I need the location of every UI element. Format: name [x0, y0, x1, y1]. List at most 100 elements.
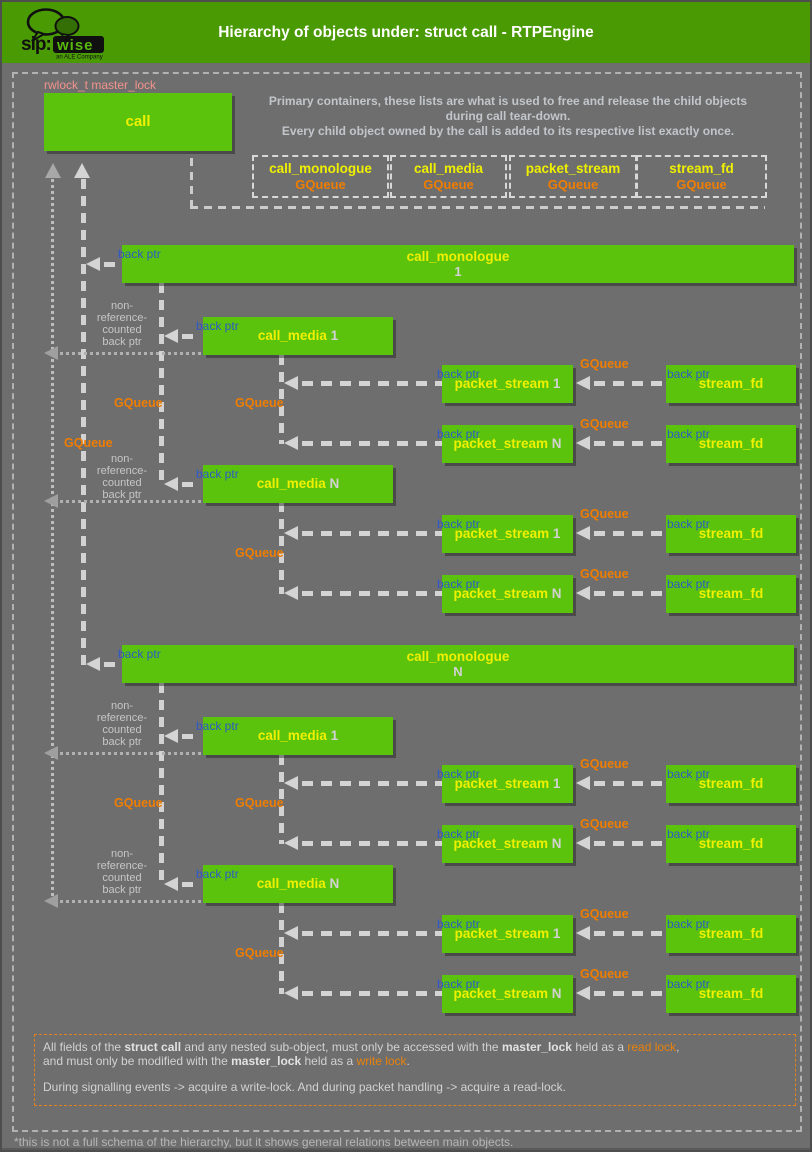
gqueue-dash — [594, 531, 666, 536]
footnote: *this is not a full schema of the hierar… — [14, 1135, 514, 1149]
container-type: GQueue — [423, 177, 474, 192]
node-packet-stream-1: packet_stream 1 — [442, 765, 573, 803]
gqueue-label: GQueue — [580, 417, 629, 431]
backptr-dash — [302, 991, 442, 996]
backptr-dash — [302, 781, 442, 786]
gqueue-dash — [594, 781, 666, 786]
backptr-dash — [104, 262, 120, 267]
gqueue-label: GQueue — [235, 946, 284, 960]
node-call-media-1: call_media 1 — [203, 717, 393, 755]
container-call-media: call_media GQueue — [390, 155, 507, 198]
arrow-left-icon — [164, 729, 178, 743]
arrow-left-icon — [576, 586, 590, 600]
call-to-containers-line — [190, 158, 193, 208]
back-ptr-label: back ptr — [667, 427, 710, 441]
back-ptr-label: back ptr — [667, 577, 710, 591]
page-title: Hierarchy of objects under: struct call … — [218, 24, 594, 41]
node-index: 1 — [330, 328, 339, 343]
gqueue-label: GQueue — [235, 796, 284, 810]
node-call-media-N: call_media N — [203, 865, 393, 903]
arrow-left-icon — [44, 746, 58, 760]
arrow-left-icon — [576, 776, 590, 790]
gqueue-label: GQueue — [580, 507, 629, 521]
locking-note: All fields of the struct call and any ne… — [34, 1034, 796, 1106]
nonref-dotted-line — [60, 500, 203, 503]
gqueue-label: GQueue — [580, 817, 629, 831]
backptr-line-left — [81, 179, 86, 670]
header-bar: sip: wise an ALE Company Hierarchy of ob… — [2, 2, 810, 63]
node-stream-fd: stream_fd — [666, 765, 796, 803]
container-name: call_monologue — [269, 161, 372, 176]
arrow-up-icon — [45, 163, 61, 178]
arrow-left-icon — [164, 477, 178, 491]
back-ptr-label: back ptr — [667, 827, 710, 841]
back-ptr-label: back ptr — [667, 367, 710, 381]
arrow-left-icon — [284, 376, 298, 390]
back-ptr-label: back ptr — [667, 517, 710, 531]
container-call-monologue: call_monologue GQueue — [252, 155, 389, 198]
backptr-dash — [182, 734, 200, 739]
container-name: packet_stream — [525, 161, 621, 176]
arrow-left-icon — [44, 346, 58, 360]
back-ptr-label: back ptr — [437, 517, 480, 531]
intro-line3: Every child object owned by the call is … — [281, 124, 735, 138]
arrow-left-icon — [44, 894, 58, 908]
arrow-left-icon — [164, 877, 178, 891]
backptr-dash — [302, 841, 442, 846]
arrow-left-icon — [576, 926, 590, 940]
back-ptr-label: back ptr — [196, 867, 239, 881]
container-packet-stream: packet_stream GQueue — [509, 155, 637, 198]
arrow-left-icon — [576, 376, 590, 390]
node-call-monologue-1: call_monologue 1 — [122, 245, 794, 283]
node-call-label: call — [125, 113, 151, 130]
arrow-left-icon — [576, 986, 590, 1000]
container-type: GQueue — [547, 177, 599, 192]
gqueue-label: GQueue — [580, 907, 629, 921]
gqueue-label: GQueue — [114, 396, 163, 410]
gqueue-dash — [594, 591, 666, 596]
back-ptr-label: back ptr — [437, 827, 480, 841]
nonref-dotted-line — [60, 900, 203, 903]
node-title: call_monologue — [406, 249, 510, 264]
arrow-left-icon — [86, 657, 100, 671]
backptr-dash — [302, 441, 442, 446]
bottom-edge — [2, 1148, 810, 1150]
arrow-left-icon — [284, 836, 298, 850]
media1-gqueue-line — [279, 355, 284, 444]
back-ptr-label: back ptr — [437, 767, 480, 781]
gqueue-label: GQueue — [580, 357, 629, 371]
gqueue-label: GQueue — [235, 396, 284, 410]
locking-note-line3: During signalling events -> acquire a wr… — [43, 1080, 566, 1094]
nonref-backptr-label: non-reference- counted back ptr — [96, 453, 148, 501]
node-title: call_monologue — [406, 649, 510, 664]
back-ptr-label: back ptr — [667, 917, 710, 931]
logo-tagline: an ALE Company — [56, 55, 103, 61]
back-ptr-label: back ptr — [437, 367, 480, 381]
containers-underline — [190, 206, 765, 209]
arrow-left-icon — [576, 526, 590, 540]
backptr-dash — [182, 882, 200, 887]
arrow-left-icon — [284, 926, 298, 940]
node-stream-fd: stream_fd — [666, 825, 796, 863]
gqueue-dash — [594, 991, 666, 996]
master-lock-label: rwlock_t master_lock — [44, 78, 157, 92]
back-ptr-label: back ptr — [667, 767, 710, 781]
nonref-backptr-label: non-reference- counted back ptr — [96, 300, 148, 348]
node-stream-fd: stream_fd — [666, 425, 796, 463]
node-packet-stream-1: packet_stream 1 — [442, 915, 573, 953]
logo-sip-text: sip: — [21, 34, 51, 55]
container-type: GQueue — [295, 177, 346, 192]
node-call-monologue-N: call_monologue N — [122, 645, 794, 683]
node-packet-stream-N: packet_stream N — [442, 425, 573, 463]
node-call-media-N: call_media N — [203, 465, 393, 503]
node-index: N — [453, 664, 463, 679]
nonref-backptr-label: non-reference- counted back ptr — [96, 700, 148, 748]
node-title: call_media — [257, 328, 327, 343]
container-type: GQueue — [676, 177, 727, 192]
arrow-left-icon — [284, 776, 298, 790]
back-ptr-label: back ptr — [437, 577, 480, 591]
intro-line2: during call tear-down. — [445, 109, 571, 123]
back-ptr-label: back ptr — [437, 427, 480, 441]
monologueN-gqueue-line — [159, 683, 164, 884]
mediaN-gqueue-line — [279, 502, 284, 594]
